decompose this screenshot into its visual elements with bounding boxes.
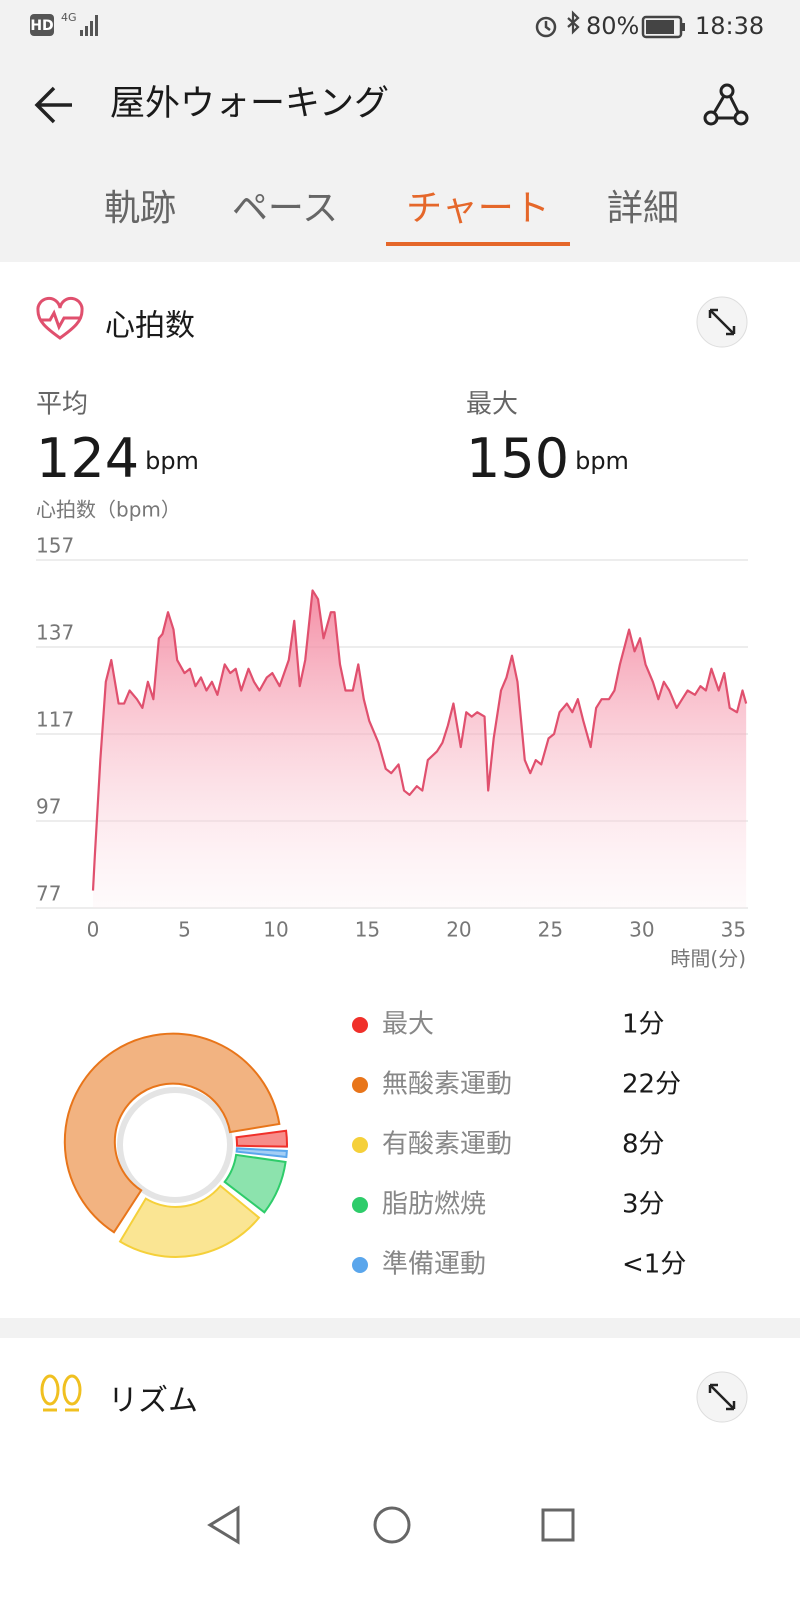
battery-label: 80% [586, 12, 639, 40]
legend-value: 8分 [622, 1130, 665, 1160]
x-tick-label: 25 [538, 918, 563, 942]
x-tick-label: 5 [178, 918, 191, 942]
stat-number: 150 [466, 427, 569, 490]
nav-back[interactable] [207, 1505, 240, 1545]
legend-label: 無酸素運動 [382, 1070, 512, 1100]
donut-slice [63, 1032, 281, 1234]
hd-badge [30, 14, 54, 36]
donut-slice [235, 1129, 288, 1148]
x-tick-label: 0 [87, 918, 100, 942]
donut-slice [118, 1184, 261, 1258]
tab[interactable]: 詳細 [607, 188, 679, 229]
back-button[interactable] [34, 86, 72, 124]
x-tick-label: 35 [721, 918, 746, 942]
card-title: リズム [108, 1384, 198, 1419]
alarm-icon [535, 16, 557, 38]
legend-dot [352, 1137, 368, 1153]
network-label: 4G [61, 11, 77, 24]
stat-number: 124 [36, 427, 139, 490]
y-tick-label: 117 [36, 708, 74, 732]
legend-dot [352, 1077, 368, 1093]
tab-indicator [386, 242, 570, 246]
legend-label: 脂肪燃焼 [382, 1190, 486, 1220]
nav-home[interactable] [373, 1506, 411, 1544]
battery-icon [641, 15, 685, 39]
card-title: 心拍数 [105, 309, 195, 344]
x-axis-title: 時間(分) [670, 947, 746, 971]
hd-label: HD [30, 18, 53, 34]
stat-value: 124 bpm [36, 427, 199, 490]
legend-dot [352, 1017, 368, 1033]
legend-value: 3分 [622, 1190, 665, 1220]
donut-slice [223, 1153, 287, 1214]
line [91, 589, 748, 891]
y-tick-label: 157 [36, 534, 74, 558]
time: 18:38 [695, 12, 764, 40]
expand-button[interactable] [696, 1371, 748, 1423]
donut-inner-ring [117, 1087, 233, 1203]
stat-label: 最大 [466, 390, 518, 420]
x-tick-label: 20 [446, 918, 471, 942]
stat-unit: bpm [145, 447, 199, 475]
content: HD 4G 80% 18:38 屋外ウォーキング 心拍数 リズム 平均 最大 軌… [30, 11, 764, 1495]
nav-recent[interactable] [541, 1508, 575, 1542]
x-tick-label: 15 [355, 918, 380, 942]
nav-bar [0, 1462, 800, 1600]
donut-slice [235, 1147, 288, 1159]
y-tick-label: 77 [36, 882, 61, 906]
legend-dot [352, 1257, 368, 1273]
legend-value: 22分 [622, 1070, 681, 1100]
stat-label: 平均 [36, 390, 88, 420]
y-axis-title: 心拍数（bpm） [36, 498, 181, 522]
stat-value: 150 bpm [466, 427, 629, 490]
heart-icon [36, 296, 84, 340]
legend-label: 準備運動 [382, 1250, 486, 1280]
legend-dot [352, 1197, 368, 1213]
legend-value: 1分 [622, 1010, 665, 1040]
page-title: 屋外ウォーキング [110, 84, 389, 124]
bluetooth-icon [567, 10, 580, 35]
area-fill [93, 590, 747, 908]
y-tick-label: 97 [36, 795, 61, 819]
tab[interactable]: 軌跡 [104, 188, 176, 229]
tab[interactable]: チャート [406, 188, 550, 229]
legend-value: <1分 [622, 1250, 686, 1280]
route-button[interactable] [703, 83, 749, 126]
footprint-icon [40, 1374, 82, 1412]
legend-label: 最大 [382, 1010, 434, 1040]
legend-label: 有酸素運動 [382, 1130, 512, 1160]
stat-unit: bpm [575, 447, 629, 475]
expand-button[interactable] [696, 296, 748, 348]
x-tick-label: 30 [629, 918, 654, 942]
signal-icon [80, 15, 98, 36]
tab[interactable]: ペース [232, 188, 338, 229]
y-tick-label: 137 [36, 621, 74, 645]
x-tick-label: 10 [263, 918, 288, 942]
